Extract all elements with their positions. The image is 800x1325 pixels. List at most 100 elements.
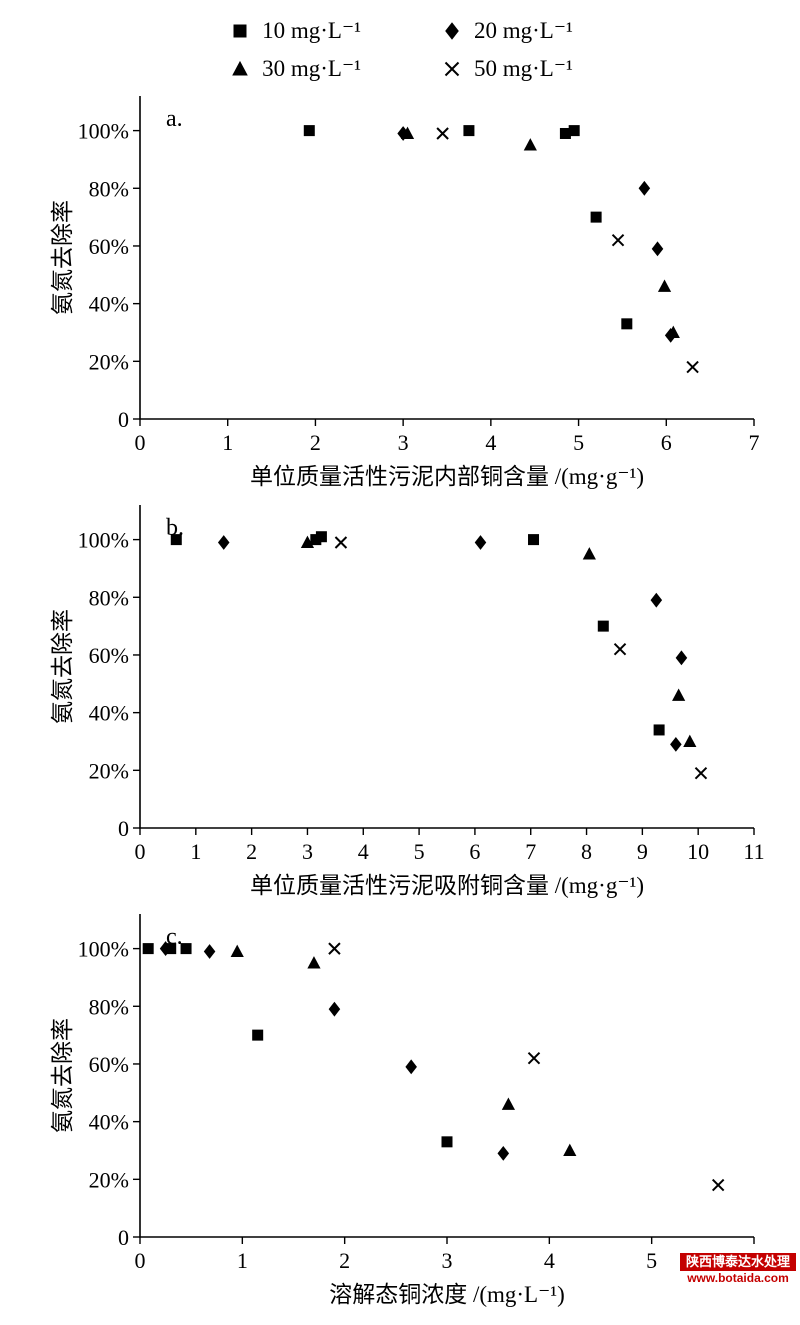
x-tick-label: 4 [485,430,496,455]
data-point-triangle [307,956,321,969]
chart-a-scatter: 0 1 2 3 4 5 6 7 0 20% 40% 60% 80% 100% 单位质量活性污泥内部铜含量 /… [50,96,760,489]
axis-line [139,914,754,1238]
y-tick-label: 40% [89,1110,129,1135]
y-tick-label: 80% [89,585,129,610]
x-tick-label: 3 [398,430,409,455]
x-tick-label: 1 [190,839,201,864]
x-tick-label: 4 [358,839,369,864]
axis-line [139,505,754,829]
y-tick-label: 0 [118,816,129,841]
data-point-diamond [159,941,172,957]
x-axis-title: 单位质量活性污泥内部铜含量 /(mg·g⁻¹) [250,464,644,489]
y-tick-label: 0 [118,407,129,432]
x-tick-label: 8 [581,839,592,864]
data-point-square [568,125,580,137]
x-tick-label: 7 [749,430,760,455]
y-tick-label: 80% [89,994,129,1019]
data-point-triangle [300,535,315,548]
x-axis-title: 单位质量活性污泥吸附铜含量 /(mg·g⁻¹) [250,873,644,898]
y-tick-label: 60% [89,234,129,259]
data-point-x [334,536,348,549]
x-tick-label: 9 [637,839,648,864]
data-point-diamond [328,1001,341,1017]
x-tick-label: 5 [646,1248,657,1273]
legend-label-50: 50 mg·L⁻¹ [474,56,573,81]
x-tick-label: 7 [525,839,536,864]
x-tick-label: 5 [573,430,584,455]
x-tick-label: 6 [661,430,672,455]
panel-label: a. [166,106,183,132]
y-axis-title: 氨氮去除率 [50,609,75,724]
x-tick-label: 6 [469,839,480,864]
y-tick-label: 40% [89,292,129,317]
x-axis-title: 溶解态铜浓度 /(mg·L⁻¹) [329,1282,565,1307]
y-axis-title: 氨氮去除率 [50,1018,75,1133]
data-point-square [170,534,182,546]
x-tick-label: 5 [414,839,425,864]
data-point-square [310,534,322,546]
data-point-triangle [501,1097,515,1110]
legend: 10 mg·L⁻¹ 20 mg·L⁻¹ 30 mg·L⁻¹ 50 mg·L⁻¹ [227,12,573,86]
chart-c-scatter: 0123456020%40%60%80%100%溶解态铜浓度 /(mg·L⁻¹)… [50,914,760,1307]
y-tick-label: 20% [89,349,129,374]
x-legend-glyph [444,61,460,77]
x-tick-label: 1 [237,1248,248,1273]
data-point-diamond [651,241,664,257]
data-point-triangle [563,1143,577,1156]
data-point-square [441,1136,453,1148]
y-axis-title: 氨氮去除率 [50,200,75,315]
data-point-square [653,724,665,736]
charts-container: 0 1 2 3 4 5 6 7 0 20% 40% 60% 80% 100% 单位质量活性污泥内部铜含量 /… [0,86,800,1313]
data-point-diamond [675,650,688,666]
data-point-x [436,127,449,140]
x-tick-label: 2 [339,1248,350,1273]
data-point-diamond [650,592,663,608]
x-tick-label: 4 [544,1248,555,1273]
y-tick-label: 20% [89,1167,129,1192]
y-tick-label: 80% [89,176,129,201]
data-point-square [463,125,475,137]
triangle-legend-glyph [232,60,248,76]
y-tick-label: 20% [89,758,129,783]
x-tick-label: 0 [135,839,146,864]
diamond-legend-glyph [445,22,459,40]
triangle-marker-icon [232,60,248,76]
watermark: 陕西博泰达水处理 www.botaida.com [679,1253,796,1287]
x-tick-label: 10 [687,839,709,864]
data-point-triangle [582,547,596,560]
data-point-square [590,211,602,223]
y-tick-label: 0 [118,1225,129,1250]
data-point-x [711,1178,725,1192]
data-point-triangle [666,325,680,338]
data-point-x [613,642,627,656]
y-tick-label: 40% [89,701,129,726]
x-tick-label: 0 [135,1248,146,1273]
data-point-triangle [683,734,697,747]
data-point-triangle [657,279,672,292]
square-marker-icon [233,24,247,38]
y-tick-label: 100% [78,528,129,553]
data-point-square [559,127,571,139]
x-tick-label: 2 [246,839,257,864]
data-point-diamond [474,535,487,550]
x-tick-label: 3 [302,839,313,864]
data-point-x [611,233,625,247]
data-point-square [597,620,609,632]
chart-b-scatter: 0 1 2 3 4 5 6 7 8 9 10 11 0 20% 40% 60% 80% 100% 单位质量活性污泥吸… [50,505,765,898]
data-point-triangle [523,138,537,151]
data-point-diamond [217,535,230,550]
data-point-square [180,943,192,955]
x-tick-label: 11 [743,839,764,864]
x-tick-label: 2 [310,430,321,455]
legend-item-10: 10 mg·L⁻¹ [227,14,361,48]
legend-label-10: 10 mg·L⁻¹ [262,18,361,43]
data-point-diamond [670,736,682,752]
data-point-square [621,318,633,330]
data-point-diamond [203,944,216,959]
data-point-square [303,125,315,137]
y-tick-label: 100% [78,937,129,962]
legend-label-30: 30 mg·L⁻¹ [262,56,361,81]
data-point-diamond [497,1145,510,1161]
data-point-x [686,360,699,374]
y-tick-label: 60% [89,1052,129,1077]
